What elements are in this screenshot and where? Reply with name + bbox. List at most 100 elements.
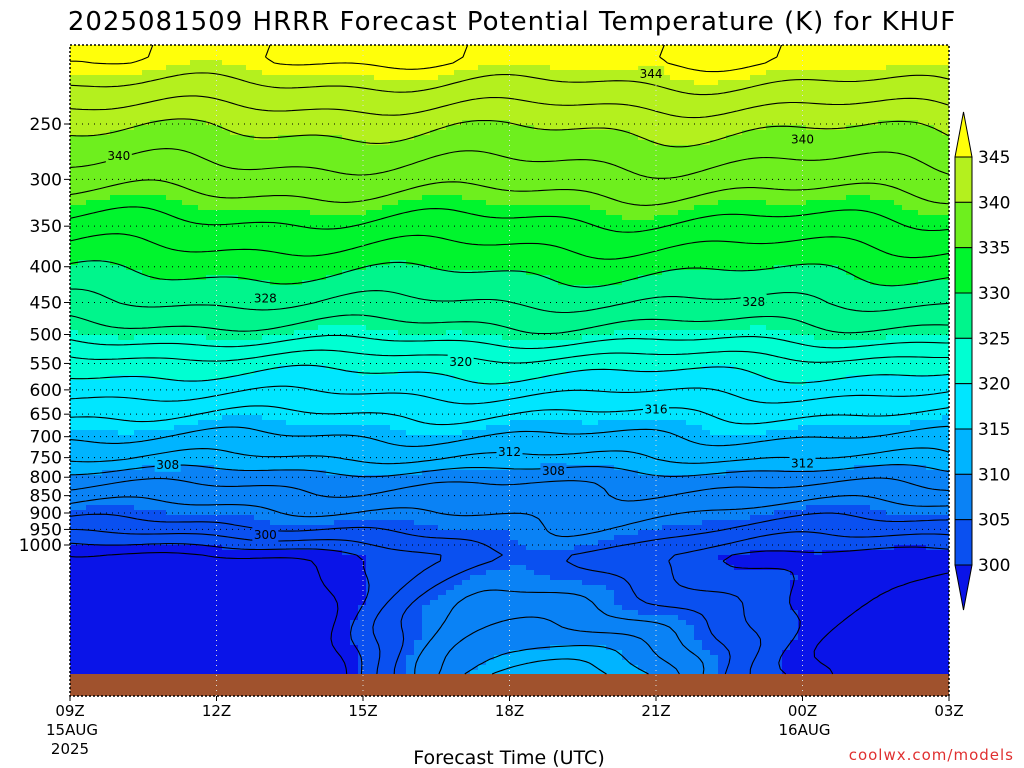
band-cell <box>286 540 295 546</box>
band-cell <box>134 385 143 391</box>
band-cell <box>318 620 327 626</box>
band-cell <box>318 95 327 101</box>
band-cell <box>270 255 279 261</box>
band-cell <box>198 130 207 136</box>
band-cell <box>214 525 223 531</box>
band-cell <box>326 410 335 416</box>
band-cell <box>222 630 231 636</box>
band-cell <box>270 635 279 641</box>
band-cell <box>246 490 255 496</box>
band-cell <box>350 180 359 186</box>
band-cell <box>126 475 135 481</box>
band-cell <box>70 525 79 531</box>
band-cell <box>166 310 175 316</box>
band-cell <box>374 175 383 181</box>
band-cell <box>86 280 95 286</box>
band-cell <box>366 425 375 431</box>
band-cell <box>334 250 343 256</box>
band-cell <box>206 360 215 366</box>
band-cell <box>142 305 151 311</box>
band-cell <box>142 365 151 371</box>
band-cell <box>190 345 199 351</box>
band-cell <box>230 525 239 531</box>
band-cell <box>214 625 223 631</box>
band-cell <box>174 145 183 151</box>
band-cell <box>158 320 167 326</box>
band-cell <box>206 240 215 246</box>
band-cell <box>94 325 103 331</box>
band-cell <box>142 575 151 581</box>
band-cell <box>158 110 167 116</box>
band-cell <box>102 270 111 276</box>
band-cell <box>334 610 343 616</box>
band-cell <box>118 285 127 291</box>
band-cell <box>278 480 287 486</box>
band-cell <box>358 470 367 476</box>
band-cell <box>118 365 127 371</box>
band-cell <box>182 545 191 551</box>
band-cell <box>158 75 167 81</box>
band-cell <box>318 445 327 451</box>
band-cell <box>270 650 279 656</box>
band-cell <box>94 45 103 51</box>
band-cell <box>238 460 247 466</box>
band-cell <box>118 460 127 466</box>
band-cell <box>206 215 215 221</box>
band-cell <box>150 440 159 446</box>
band-cell <box>294 165 303 171</box>
band-cell <box>310 235 319 241</box>
band-cell <box>342 265 351 271</box>
band-cell <box>142 115 151 121</box>
band-cell <box>190 335 199 341</box>
band-cell <box>174 545 183 551</box>
band-cell <box>158 365 167 371</box>
band-cell <box>78 390 87 396</box>
band-cell <box>110 555 119 561</box>
band-cell <box>350 545 359 551</box>
band-cell <box>286 595 295 601</box>
band-cell <box>270 370 279 376</box>
band-cell <box>174 560 183 566</box>
band-cell <box>342 500 351 506</box>
band-cell <box>254 405 263 411</box>
band-cell <box>78 505 87 511</box>
band-cell <box>262 370 271 376</box>
band-cell <box>110 380 119 386</box>
band-cell <box>214 140 223 146</box>
band-cell <box>198 370 207 376</box>
band-cell <box>214 440 223 446</box>
band-cell <box>318 650 327 656</box>
band-cell <box>318 70 327 76</box>
band-cell <box>334 195 343 201</box>
band-cell <box>382 75 391 81</box>
band-cell <box>270 350 279 356</box>
band-cell <box>286 600 295 606</box>
band-cell <box>286 315 295 321</box>
band-cell <box>86 265 95 271</box>
band-cell <box>198 280 207 286</box>
band-cell <box>334 320 343 326</box>
band-cell <box>142 530 151 536</box>
band-cell <box>206 115 215 121</box>
band-cell <box>118 175 127 181</box>
band-cell <box>142 145 151 151</box>
band-cell <box>310 575 319 581</box>
band-cell <box>238 185 247 191</box>
band-cell <box>190 600 199 606</box>
band-cell <box>366 120 375 126</box>
band-cell <box>270 585 279 591</box>
band-cell <box>86 85 95 91</box>
band-cell <box>286 585 295 591</box>
band-cell <box>238 120 247 126</box>
band-cell <box>270 625 279 631</box>
band-cell <box>286 635 295 641</box>
band-cell <box>246 560 255 566</box>
band-cell <box>374 630 383 636</box>
band-cell <box>222 650 231 656</box>
band-cell <box>278 325 287 331</box>
band-cell <box>366 580 375 586</box>
band-cell <box>302 160 311 166</box>
band-cell <box>118 135 127 141</box>
band-cell <box>86 220 95 226</box>
band-cell <box>278 575 287 581</box>
